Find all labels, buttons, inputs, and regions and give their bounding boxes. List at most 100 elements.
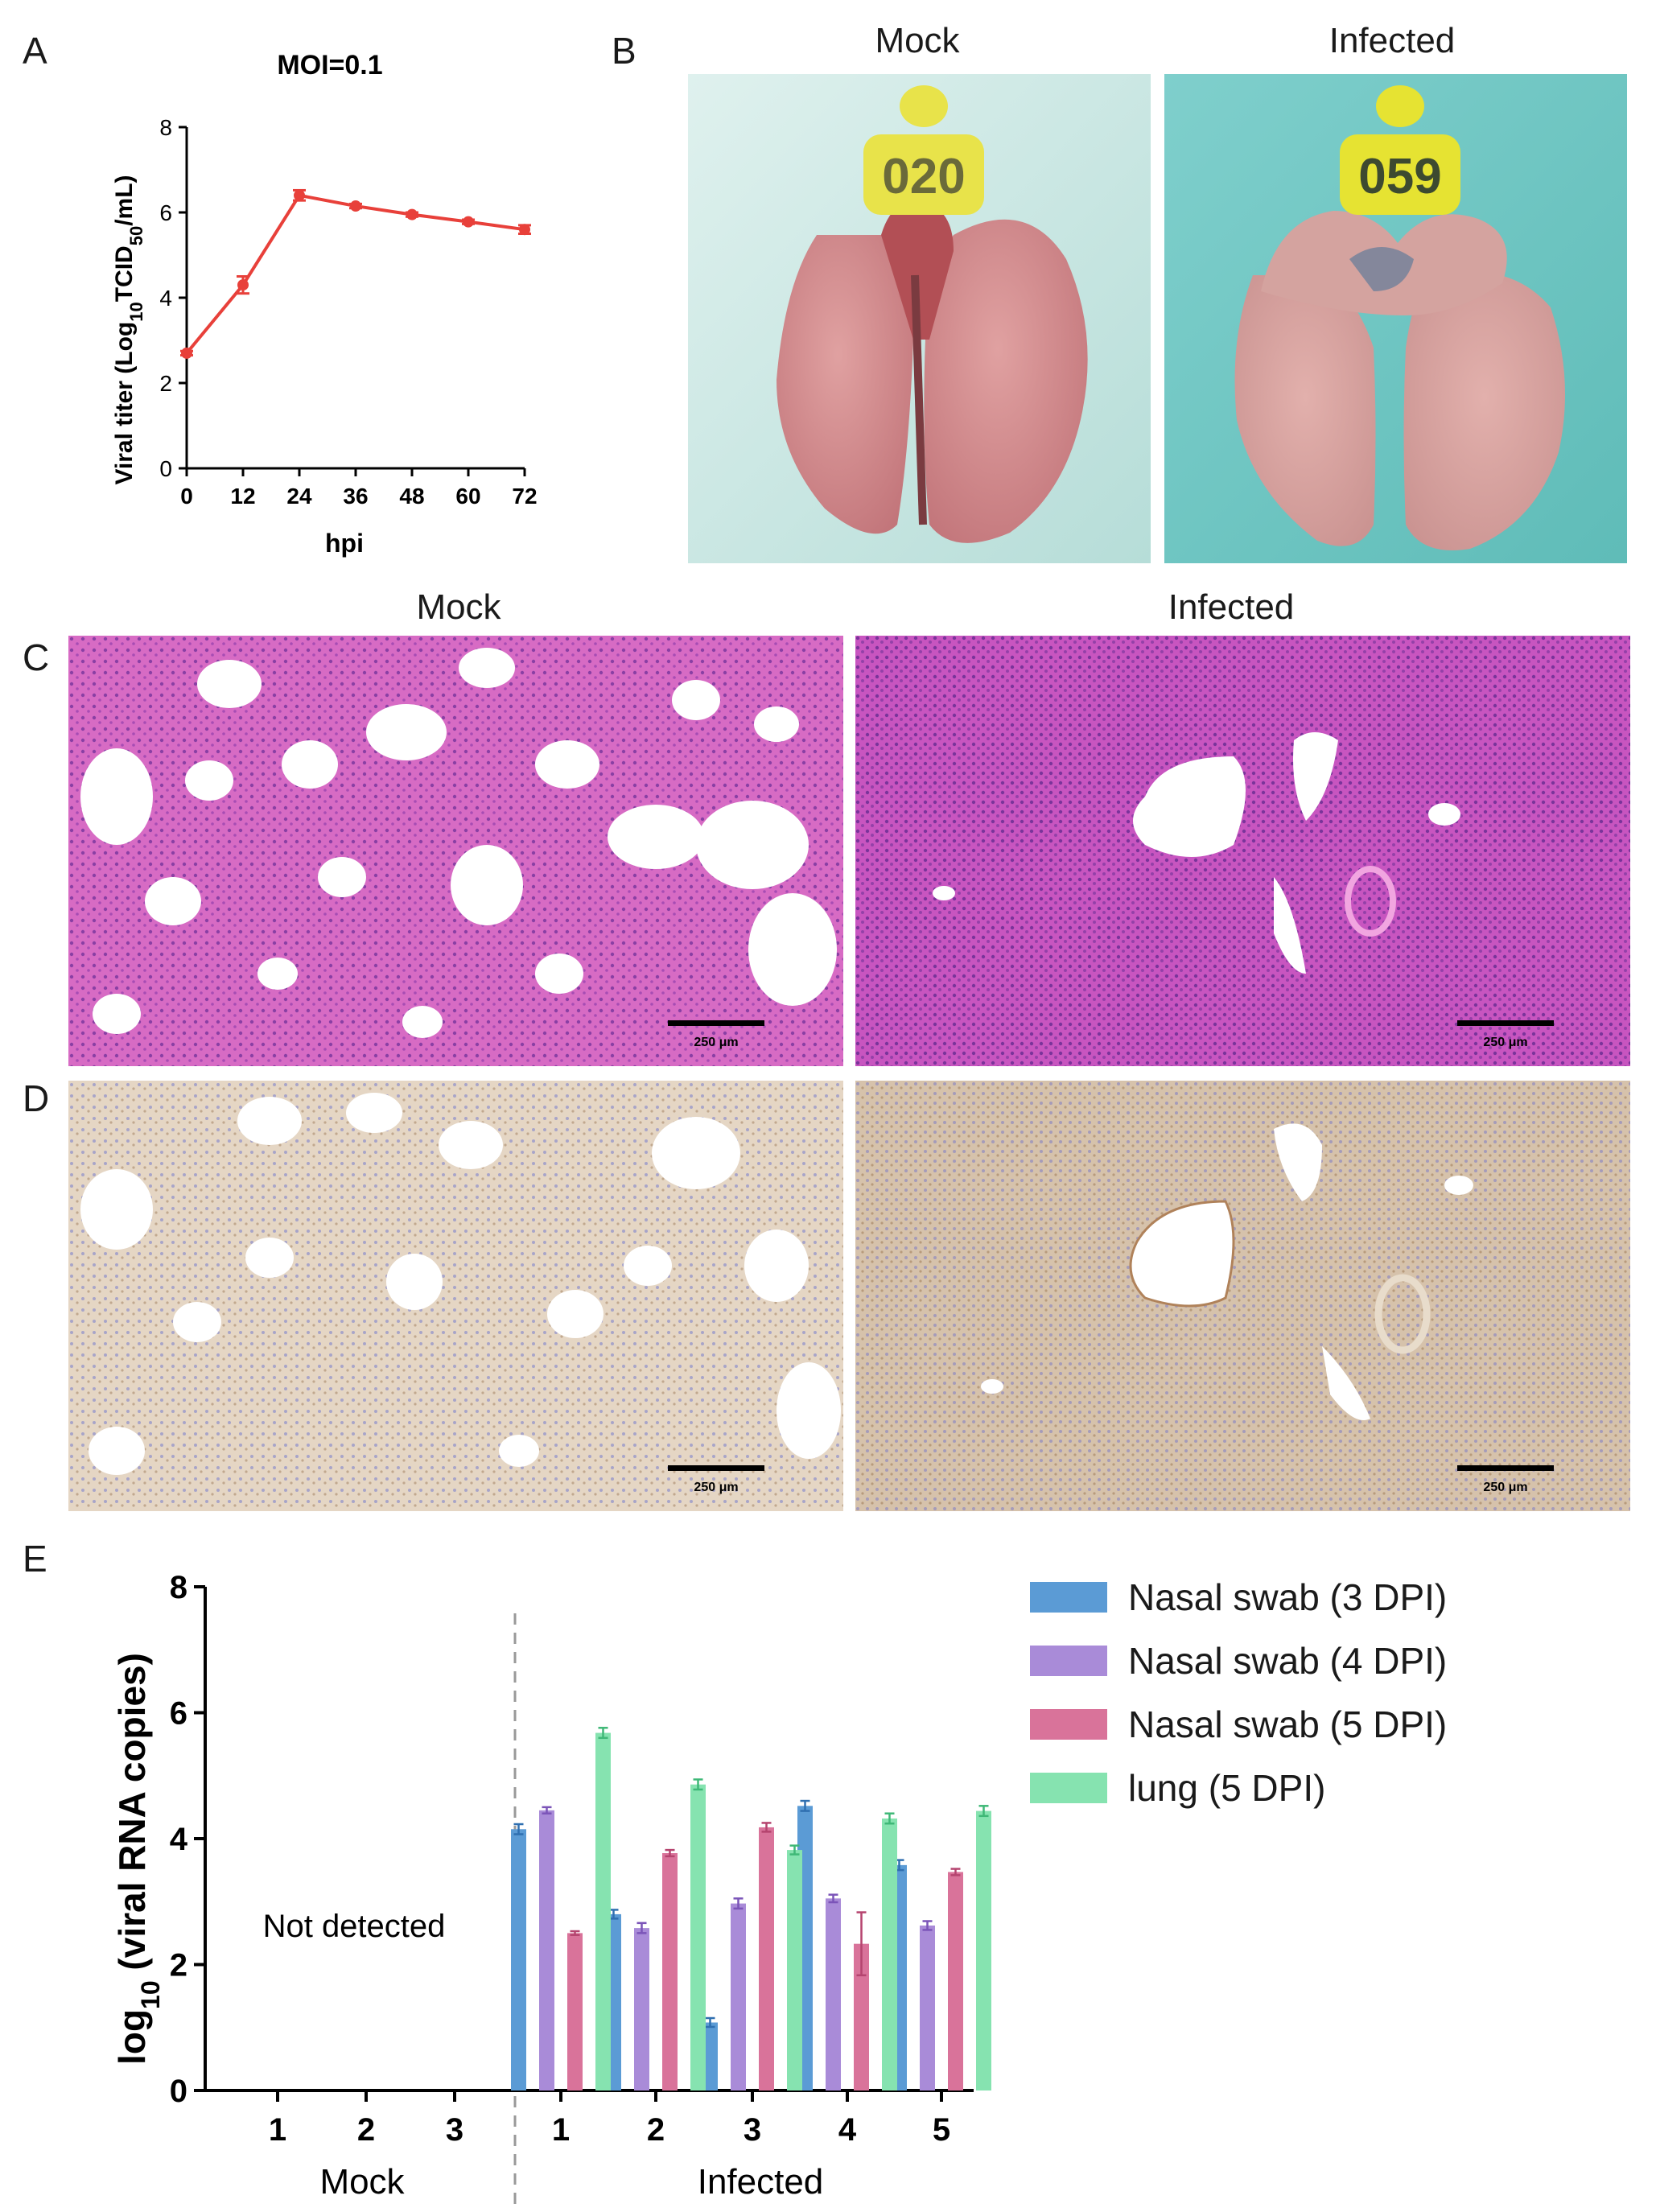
- ihc-mock-scale-label: 250 μm: [694, 1481, 738, 1494]
- chart-e-axes: [204, 1587, 974, 2209]
- bar: [662, 1852, 678, 2090]
- he-mock-scale-label: 250 μm: [694, 1036, 738, 1049]
- bar: [920, 1925, 935, 2090]
- panel-letter-b: B: [612, 30, 636, 72]
- data-point: [181, 347, 192, 359]
- chart-a-marks: [180, 188, 531, 359]
- bar: [595, 1732, 611, 2090]
- x-tick-label: 72: [512, 484, 537, 509]
- x-tick-label: 2: [647, 2112, 665, 2148]
- bar: [731, 1903, 746, 2090]
- x-tick-label: 60: [455, 484, 480, 509]
- legend-swatch-green: [1030, 1773, 1107, 1803]
- bar: [511, 1829, 526, 2090]
- chart-a-title: MOI=0.1: [277, 50, 382, 80]
- bar: [976, 1810, 991, 2090]
- bar: [539, 1810, 554, 2090]
- chart-e-ticks: 0 2 4 6 8 1 2 3 1 2 3 4 5: [170, 1570, 950, 2148]
- y-tick-label: 6: [170, 1696, 187, 1732]
- legend-swatch-pink: [1030, 1709, 1107, 1740]
- chart-e-group-label-infected: Infected: [698, 2162, 824, 2202]
- x-tick-label: 0: [180, 484, 193, 509]
- y-tick-label: 6: [159, 200, 172, 225]
- legend-swatch-blue: [1030, 1582, 1107, 1613]
- infected-tag-number: 059: [1358, 149, 1441, 204]
- bar: [567, 1933, 583, 2090]
- chart-e-group-label-mock: Mock: [319, 2162, 405, 2202]
- bar: [854, 1943, 869, 2090]
- data-point: [294, 189, 305, 201]
- chart-a-axes: [185, 127, 525, 470]
- x-tick-label: 24: [286, 484, 312, 509]
- bar: [787, 1850, 802, 2090]
- chart-e-ylabel: log10 (viral RNA copies): [111, 1653, 165, 2065]
- x-tick-label: 36: [343, 484, 368, 509]
- legend-label: Nasal swab (3 DPI): [1128, 1576, 1448, 1618]
- he-mock-image: 250 μm: [68, 636, 843, 1066]
- bar: [826, 1898, 841, 2090]
- legend-swatch-purple: [1030, 1646, 1107, 1676]
- y-tick-label: 8: [159, 115, 172, 140]
- y-tick-label: 4: [159, 286, 172, 311]
- y-tick-label: 4: [170, 1822, 188, 1857]
- bar: [882, 1818, 897, 2090]
- panel-b-right-caption: Infected: [1329, 21, 1456, 60]
- panel-b-left-caption: Mock: [875, 21, 960, 60]
- chart-a-xlabel: hpi: [325, 529, 364, 558]
- ihc-infected-scale-label: 250 μm: [1483, 1481, 1527, 1494]
- ihc-infected-image: 250 μm: [855, 1081, 1630, 1511]
- chart-e: 0 2 4 6 8 1 2 3 1 2 3 4 5 Not detected Mock Infected…: [111, 1570, 991, 2209]
- x-tick-label: 2: [357, 2112, 375, 2148]
- panel-letter-e: E: [23, 1538, 47, 1580]
- legend-label: Nasal swab (4 DPI): [1128, 1640, 1448, 1682]
- mock-lung-photo: 020: [688, 74, 1151, 563]
- bar: [759, 1827, 774, 2090]
- bar: [948, 1872, 963, 2090]
- panel-letter-a: A: [23, 30, 47, 72]
- bar: [702, 2022, 718, 2090]
- legend-label: lung (5 DPI): [1128, 1767, 1326, 1809]
- x-tick-label: 3: [446, 2112, 463, 2148]
- legend-label: Nasal swab (5 DPI): [1128, 1703, 1448, 1745]
- panel-letter-d: D: [23, 1077, 50, 1119]
- data-point: [519, 224, 530, 236]
- infected-lung-image: 059: [1164, 74, 1627, 563]
- panel-c-right-caption: Infected: [1168, 587, 1295, 627]
- he-infected-scale-label: 250 μm: [1483, 1036, 1527, 1049]
- bar: [690, 1784, 706, 2090]
- x-tick-label: 12: [230, 484, 255, 509]
- panel-letter-c: C: [23, 636, 50, 678]
- bar: [634, 1928, 649, 2090]
- x-tick-label: 48: [399, 484, 424, 509]
- panel-c-left-caption: Mock: [416, 587, 501, 627]
- mock-lung-image: 020: [688, 74, 1151, 563]
- mock-tag-number: 020: [882, 149, 965, 204]
- x-tick-label: 1: [552, 2112, 570, 2148]
- y-tick-label: 0: [159, 456, 172, 481]
- y-tick-label: 8: [170, 1570, 187, 1605]
- infected-lung-photo: 059: [1164, 74, 1627, 563]
- chart-e-bars: [511, 1727, 991, 2090]
- legend-item-nasal-4dpi: Nasal swab (4 DPI): [1030, 1639, 1447, 1683]
- chart-e-not-detected: Not detected: [263, 1909, 446, 1944]
- x-tick-label: 4: [838, 2112, 857, 2148]
- data-point: [350, 200, 361, 212]
- he-infected-image: 250 μm: [855, 636, 1630, 1066]
- x-tick-label: 3: [744, 2112, 761, 2148]
- y-tick-label: 2: [170, 1948, 187, 1983]
- y-tick-label: 2: [159, 371, 172, 396]
- y-tick-label: 0: [170, 2074, 187, 2109]
- ear-tag: [863, 134, 984, 215]
- x-tick-label: 5: [933, 2112, 950, 2148]
- legend-item-nasal-5dpi: Nasal swab (5 DPI): [1030, 1703, 1447, 1746]
- data-point: [406, 208, 418, 220]
- ihc-mock-image: 250 μm: [68, 1081, 843, 1511]
- data-point: [237, 279, 249, 291]
- x-tick-label: 1: [269, 2112, 286, 2148]
- chart-a-ylabel: Viral titer (Log10TCID50/mL): [111, 175, 146, 484]
- legend-item-lung-5dpi: lung (5 DPI): [1030, 1766, 1325, 1810]
- data-point: [463, 216, 474, 228]
- legend-item-nasal-3dpi: Nasal swab (3 DPI): [1030, 1576, 1447, 1619]
